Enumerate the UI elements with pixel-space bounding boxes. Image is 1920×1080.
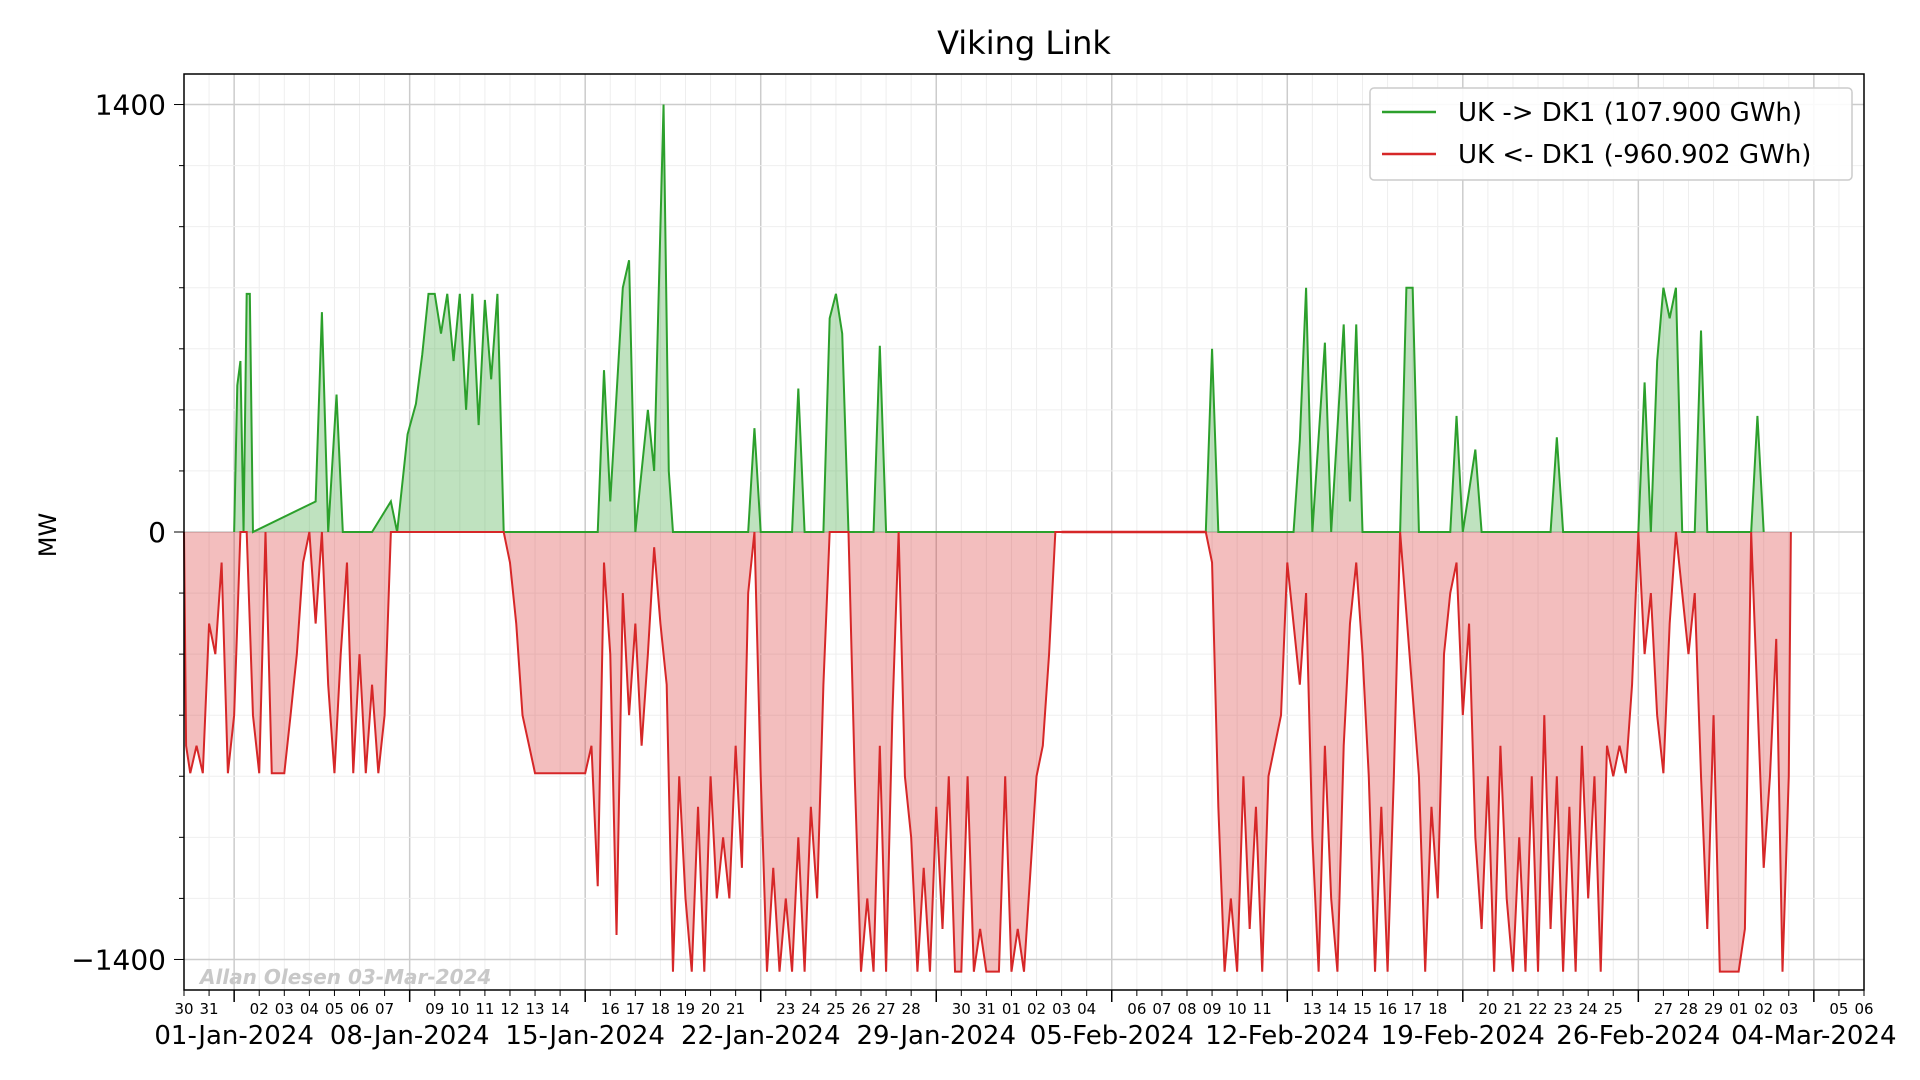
import-area: [184, 532, 1791, 972]
minor-tick-label: 13: [1303, 1000, 1322, 1018]
axis-ticks: 30 31 02 03 04 05 06 07 09 10 11 12 13 14 16 17 18 19 20 21…: [71, 89, 1896, 1051]
major-tick-label: 22-Jan-2024: [681, 1021, 841, 1051]
minor-tick-label: 04: [1077, 1000, 1096, 1018]
minor-tick-label: 17: [626, 1000, 645, 1018]
minor-tick-label: 21: [1503, 1000, 1522, 1018]
minor-tick-label: 02: [250, 1000, 269, 1018]
minor-tick-label: 17: [1403, 1000, 1422, 1018]
minor-tick-label: 03: [275, 1000, 294, 1018]
minor-tick-label: 12: [500, 1000, 519, 1018]
major-tick-label: 12-Feb-2024: [1205, 1021, 1369, 1051]
minor-tick-label: 26: [851, 1000, 870, 1018]
minor-tick-label: 04: [300, 1000, 319, 1018]
minor-tick-label: 28: [1679, 1000, 1698, 1018]
major-tick-label: 01-Jan-2024: [154, 1021, 314, 1051]
minor-tick-label: 23: [1554, 1000, 1573, 1018]
major-tick-label: 19-Feb-2024: [1381, 1021, 1545, 1051]
major-tick-label: 05-Feb-2024: [1030, 1021, 1194, 1051]
plot-frame: [183, 73, 1865, 991]
minor-tick-label: 27: [1654, 1000, 1673, 1018]
minor-tick-label: 30: [174, 1000, 193, 1018]
export-line: [233, 104, 1765, 534]
minor-tick-label: 18: [1428, 1000, 1447, 1018]
minor-tick-label: 19: [676, 1000, 695, 1018]
y-tick-label: 0: [148, 516, 166, 549]
major-tick-label: 15-Jan-2024: [505, 1021, 665, 1051]
minor-tick-label: 08: [1177, 1000, 1196, 1018]
y-tick-label: 1400: [95, 89, 166, 122]
minor-tick-label: 24: [801, 1000, 820, 1018]
minor-tick-label: 09: [425, 1000, 444, 1018]
minor-tick-label: 06: [1854, 1000, 1873, 1018]
legend: UK -> DK1 (107.900 GWh) UK <- DK1 (-960.…: [1369, 87, 1853, 181]
minor-tick-label: 03: [1779, 1000, 1798, 1018]
minor-tick-label: 07: [375, 1000, 394, 1018]
minor-tick-label: 22: [1528, 1000, 1547, 1018]
minor-tick-label: 09: [1203, 1000, 1222, 1018]
minor-tick-label: 28: [902, 1000, 921, 1018]
minor-tick-label: 23: [776, 1000, 795, 1018]
major-tick-label: 08-Jan-2024: [330, 1021, 490, 1051]
minor-tick-label: 20: [701, 1000, 720, 1018]
minor-tick-label: 18: [651, 1000, 670, 1018]
minor-tick-label: 25: [826, 1000, 845, 1018]
watermark-text: Allan Olesen 03-Mar-2024: [198, 965, 491, 989]
minor-tick-label: 10: [1228, 1000, 1247, 1018]
minor-tick-label: 05: [325, 1000, 344, 1018]
export-area: [234, 104, 1764, 533]
minor-tick-label: 16: [1378, 1000, 1397, 1018]
minor-tick-label: 29: [1704, 1000, 1723, 1018]
minor-tick-label: 02: [1754, 1000, 1773, 1018]
minor-tick-label: 14: [551, 1000, 570, 1018]
major-tick-label: 29-Jan-2024: [856, 1021, 1016, 1051]
minor-tick-label: 03: [1052, 1000, 1071, 1018]
y-tick-label: −1400: [71, 943, 166, 976]
minor-tick-label: 10: [450, 1000, 469, 1018]
minor-tick-label: 11: [475, 1000, 494, 1018]
minor-tick-label: 01: [1002, 1000, 1021, 1018]
major-tick-label: 04-Mar-2024: [1731, 1021, 1896, 1051]
minor-tick-label: 06: [350, 1000, 369, 1018]
minor-tick-label: 11: [1253, 1000, 1272, 1018]
y-axis-label: MW: [34, 513, 62, 557]
minor-tick-label: 07: [1152, 1000, 1171, 1018]
minor-tick-label: 13: [525, 1000, 544, 1018]
minor-tick-label: 21: [726, 1000, 745, 1018]
legend-label-import: UK <- DK1 (-960.902 GWh): [1458, 140, 1811, 170]
minor-tick-label: 02: [1027, 1000, 1046, 1018]
minor-tick-label: 14: [1328, 1000, 1347, 1018]
minor-tick-label: 20: [1478, 1000, 1497, 1018]
minor-tick-label: 05: [1829, 1000, 1848, 1018]
minor-tick-label: 25: [1604, 1000, 1623, 1018]
minor-tick-label: 16: [601, 1000, 620, 1018]
minor-tick-label: 31: [200, 1000, 219, 1018]
minor-tick-label: 30: [952, 1000, 971, 1018]
minor-tick-label: 01: [1729, 1000, 1748, 1018]
major-tick-label: 26-Feb-2024: [1556, 1021, 1720, 1051]
series-lines: [183, 104, 1792, 973]
minor-tick-label: 06: [1127, 1000, 1146, 1018]
minor-tick-label: 24: [1579, 1000, 1598, 1018]
series-areas: [184, 104, 1791, 972]
import-line: [183, 531, 1792, 973]
legend-label-export: UK -> DK1 (107.900 GWh): [1458, 98, 1802, 128]
minor-tick-label: 15: [1353, 1000, 1372, 1018]
legend-box: [1369, 87, 1853, 181]
minor-tick-label: 31: [977, 1000, 996, 1018]
chart-title: Viking Link: [937, 24, 1111, 62]
minor-tick-label: 27: [877, 1000, 896, 1018]
